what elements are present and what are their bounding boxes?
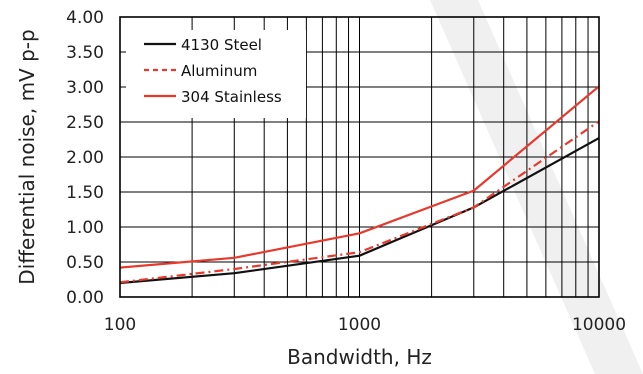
x-tick-label: 1000 <box>338 315 381 335</box>
series-line-4130-steel <box>119 137 600 285</box>
y-tick-labels: 0.00 0.50 1.00 1.50 2.00 2.50 3.00 3.50 4.00 <box>66 8 104 308</box>
y-tick-label: 1.50 <box>66 183 104 203</box>
legend-label-304-stainless: 304 Stainless <box>181 88 282 106</box>
series-lines <box>119 85 600 285</box>
legend: 4130 Steel Aluminum 304 Stainless <box>126 30 306 118</box>
legend-label-aluminum: Aluminum <box>181 62 257 80</box>
y-tick-label: 3.50 <box>66 43 104 63</box>
y-tick-label: 0.50 <box>66 253 104 273</box>
y-tick-label: 0.00 <box>66 288 104 308</box>
legend-label-4130-steel: 4130 Steel <box>181 36 262 54</box>
y-tick-label: 4.00 <box>66 8 104 28</box>
y-tick-label: 2.00 <box>66 148 104 168</box>
series-line-304-stainless <box>119 85 600 269</box>
x-axis-title: Bandwidth, Hz <box>287 345 432 369</box>
x-tick-labels: 100 1000 10000 <box>104 315 626 335</box>
plot-frame <box>119 16 600 298</box>
x-tick-label: 100 <box>104 315 136 335</box>
y-axis-title: Differential noise, mV p-p <box>15 29 39 284</box>
diagonal-stripe-overlay <box>430 0 643 374</box>
y-tick-label: 2.50 <box>66 113 104 133</box>
series-line-aluminum <box>119 120 600 284</box>
y-tick-label: 3.00 <box>66 78 104 98</box>
x-tick-label: 10000 <box>572 315 626 335</box>
y-tick-label: 1.00 <box>66 218 104 238</box>
